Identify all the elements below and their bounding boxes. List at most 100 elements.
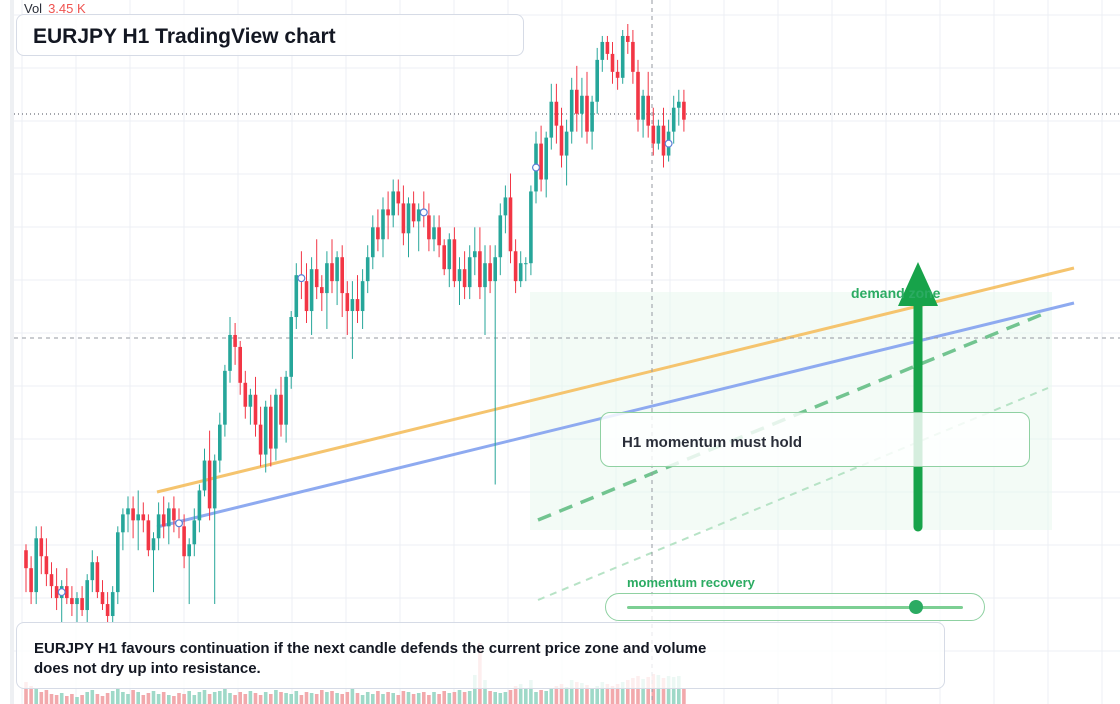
candle-bear[interactable]	[314, 269, 319, 288]
candle-bear[interactable]	[646, 95, 650, 126]
candle-bull[interactable]	[284, 376, 288, 425]
candle-bull[interactable]	[90, 562, 95, 581]
candle-bull[interactable]	[126, 508, 130, 515]
candle-bull[interactable]	[457, 269, 462, 282]
candle-bear[interactable]	[95, 562, 100, 593]
candle-bear[interactable]	[452, 239, 457, 282]
candle-bear[interactable]	[682, 101, 686, 120]
candle-bull[interactable]	[671, 107, 676, 132]
candle-bull[interactable]	[493, 257, 497, 282]
candle-bear[interactable]	[279, 394, 283, 425]
candle-bear[interactable]	[376, 227, 380, 240]
candle-bull[interactable]	[365, 257, 370, 282]
candle-bear[interactable]	[39, 538, 44, 557]
candle-bear[interactable]	[269, 406, 273, 449]
candle-bull[interactable]	[503, 197, 508, 216]
candle-bear[interactable]	[340, 257, 344, 294]
candle-bull[interactable]	[156, 514, 161, 539]
candle-bull[interactable]	[483, 263, 487, 288]
candle-bear[interactable]	[539, 143, 543, 180]
candle-bear[interactable]	[355, 299, 360, 312]
candle-bear[interactable]	[427, 215, 431, 240]
candle-bear[interactable]	[345, 293, 350, 312]
candle-bear[interactable]	[320, 287, 324, 294]
candle-bear[interactable]	[488, 263, 492, 282]
candle-bull[interactable]	[197, 490, 202, 521]
candle-bear[interactable]	[29, 568, 33, 593]
candle-bear[interactable]	[386, 209, 390, 216]
candle-bull[interactable]	[167, 508, 171, 527]
candle-bear[interactable]	[172, 508, 176, 521]
candle-bull[interactable]	[34, 538, 38, 593]
candle-bull[interactable]	[75, 598, 79, 605]
candle-bull[interactable]	[544, 137, 548, 180]
candle-bull[interactable]	[529, 191, 533, 264]
candle-bear[interactable]	[401, 203, 406, 234]
candle-bull[interactable]	[263, 406, 268, 455]
candle-bull[interactable]	[524, 263, 528, 265]
candle-bull[interactable]	[289, 317, 293, 377]
candle-bull[interactable]	[564, 131, 569, 156]
candle-bear[interactable]	[508, 197, 513, 252]
candle-bear[interactable]	[304, 281, 309, 312]
candle-bull[interactable]	[187, 544, 191, 557]
candle-bear[interactable]	[615, 71, 620, 78]
candle-bull[interactable]	[467, 257, 472, 288]
candle-bear[interactable]	[437, 227, 441, 246]
candle-bull[interactable]	[677, 101, 681, 108]
event-marker[interactable]	[175, 519, 184, 528]
momentum-slider[interactable]	[605, 593, 985, 621]
event-marker[interactable]	[531, 163, 540, 172]
event-marker[interactable]	[664, 139, 673, 148]
candle-bear[interactable]	[44, 556, 49, 575]
candle-bear[interactable]	[651, 125, 656, 144]
candle-bull[interactable]	[432, 227, 436, 240]
candle-bull[interactable]	[549, 101, 554, 138]
candle-bear[interactable]	[258, 424, 263, 455]
candle-bull[interactable]	[595, 59, 599, 102]
candle-bull[interactable]	[248, 394, 253, 407]
candle-bull[interactable]	[447, 239, 452, 270]
candle-bear[interactable]	[238, 346, 242, 383]
candle-bull[interactable]	[116, 532, 120, 593]
candle-bear[interactable]	[161, 514, 166, 527]
candle-bear[interactable]	[513, 251, 518, 282]
candle-bull[interactable]	[294, 275, 299, 318]
candle-bear[interactable]	[396, 191, 401, 204]
candle-bull[interactable]	[85, 580, 89, 611]
candle-bear[interactable]	[661, 125, 666, 156]
candle-bull[interactable]	[498, 215, 503, 258]
candle-bear[interactable]	[182, 526, 186, 557]
candle-bear[interactable]	[253, 394, 258, 425]
candle-bull[interactable]	[580, 95, 584, 114]
candle-bear[interactable]	[80, 598, 84, 611]
candle-bull[interactable]	[325, 263, 329, 294]
candle-bear[interactable]	[207, 460, 212, 509]
candle-bear[interactable]	[411, 203, 416, 222]
candle-bull[interactable]	[406, 203, 411, 234]
candle-bull[interactable]	[202, 460, 207, 491]
candle-bear[interactable]	[141, 514, 146, 521]
candle-bull[interactable]	[350, 299, 355, 312]
candle-bull[interactable]	[212, 460, 217, 509]
candle-bull[interactable]	[274, 394, 278, 449]
candle-bull[interactable]	[371, 227, 375, 258]
momentum-knob[interactable]	[908, 600, 923, 614]
candle-bear[interactable]	[636, 71, 640, 120]
candle-bear[interactable]	[631, 41, 635, 72]
candle-bear[interactable]	[605, 41, 610, 54]
candle-bull[interactable]	[223, 370, 227, 425]
candle-bear[interactable]	[575, 89, 579, 114]
candle-bull[interactable]	[228, 334, 232, 371]
candle-bull[interactable]	[641, 95, 645, 120]
candle-bear[interactable]	[462, 269, 467, 288]
candle-bull[interactable]	[473, 251, 477, 258]
candle-bull[interactable]	[391, 191, 395, 216]
candle-bear[interactable]	[442, 245, 446, 270]
candle-bull[interactable]	[192, 520, 197, 545]
candle-bear[interactable]	[65, 586, 69, 599]
candle-bear[interactable]	[478, 251, 482, 288]
candle-bull[interactable]	[416, 209, 421, 222]
candle-bull[interactable]	[218, 424, 222, 461]
candle-bull[interactable]	[620, 35, 625, 78]
